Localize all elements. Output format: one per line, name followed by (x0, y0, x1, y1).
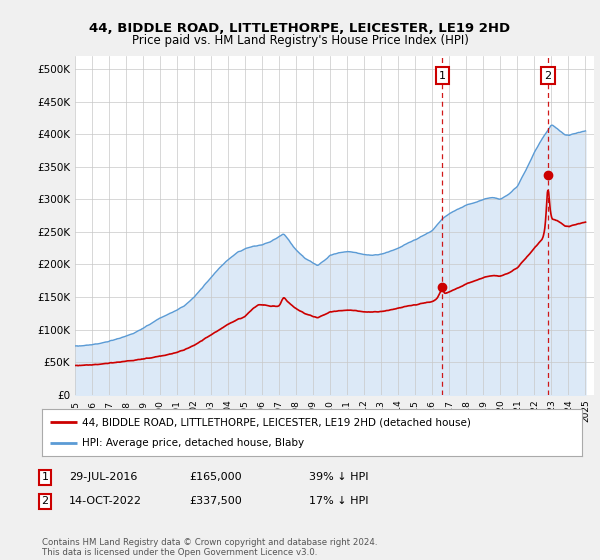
Text: 2: 2 (41, 496, 49, 506)
Text: Price paid vs. HM Land Registry's House Price Index (HPI): Price paid vs. HM Land Registry's House … (131, 34, 469, 46)
Text: 1: 1 (439, 71, 446, 81)
Text: £165,000: £165,000 (189, 472, 242, 482)
Text: 14-OCT-2022: 14-OCT-2022 (69, 496, 142, 506)
Text: 29-JUL-2016: 29-JUL-2016 (69, 472, 137, 482)
Text: Contains HM Land Registry data © Crown copyright and database right 2024.
This d: Contains HM Land Registry data © Crown c… (42, 538, 377, 557)
Text: 1: 1 (41, 472, 49, 482)
Text: 17% ↓ HPI: 17% ↓ HPI (309, 496, 368, 506)
Text: 44, BIDDLE ROAD, LITTLETHORPE, LEICESTER, LE19 2HD: 44, BIDDLE ROAD, LITTLETHORPE, LEICESTER… (89, 22, 511, 35)
Text: HPI: Average price, detached house, Blaby: HPI: Average price, detached house, Blab… (83, 438, 305, 448)
Text: 2: 2 (544, 71, 551, 81)
Text: 39% ↓ HPI: 39% ↓ HPI (309, 472, 368, 482)
Text: £337,500: £337,500 (189, 496, 242, 506)
Text: 44, BIDDLE ROAD, LITTLETHORPE, LEICESTER, LE19 2HD (detached house): 44, BIDDLE ROAD, LITTLETHORPE, LEICESTER… (83, 417, 472, 427)
